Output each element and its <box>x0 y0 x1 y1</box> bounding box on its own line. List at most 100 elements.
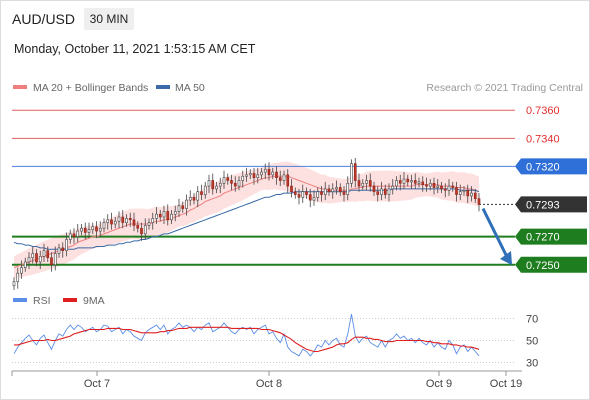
candle <box>443 183 447 198</box>
candle <box>350 159 353 188</box>
candle-body <box>335 187 338 190</box>
candle <box>61 242 65 258</box>
candle <box>477 193 481 212</box>
candle-body <box>200 191 203 195</box>
candle-body <box>357 180 361 187</box>
candle <box>286 169 290 194</box>
candle <box>177 198 181 217</box>
candle-body <box>215 185 218 190</box>
candle-body <box>342 191 346 195</box>
candle-body <box>16 272 20 282</box>
forecast-arrow <box>481 207 512 265</box>
candle <box>113 217 117 229</box>
candle-body <box>177 205 181 212</box>
candle <box>293 187 297 199</box>
candle-body <box>263 168 267 173</box>
candle <box>282 170 286 185</box>
candle-body <box>76 230 80 237</box>
candle-body <box>162 211 166 218</box>
candle <box>158 209 162 222</box>
timeframe-button[interactable]: 30 MIN <box>84 8 134 30</box>
candle <box>248 169 252 180</box>
candle <box>260 167 263 180</box>
candle-body <box>170 213 173 221</box>
bollinger-bands <box>14 161 479 279</box>
candle <box>147 218 151 230</box>
candle-body <box>128 218 132 221</box>
candle-body <box>27 257 31 263</box>
candle <box>151 212 155 230</box>
candle <box>466 184 470 203</box>
forecast-arrow-shaft <box>481 207 509 258</box>
level-label-0.7270: 0.7270 <box>526 232 560 244</box>
candle-body <box>155 213 158 219</box>
candle-body <box>380 188 383 195</box>
candle <box>181 201 185 213</box>
candle <box>53 246 57 271</box>
candle <box>170 209 173 225</box>
candle-body <box>346 182 350 195</box>
level-label-0.7360: 0.7360 <box>526 105 560 117</box>
candle-body <box>158 213 162 218</box>
ma50-line <box>13 188 480 250</box>
level-tag-0.7250 <box>515 256 587 273</box>
candle-body <box>327 188 331 193</box>
candle-body <box>350 163 353 184</box>
candle <box>455 181 458 202</box>
ma9-legend-label: 9MA <box>83 295 105 307</box>
candle <box>125 214 128 227</box>
candle-body <box>320 191 323 195</box>
candle <box>263 163 267 180</box>
candle <box>413 173 417 189</box>
candle-body <box>23 261 27 268</box>
candle-body <box>271 171 275 176</box>
candle <box>365 174 368 191</box>
candle <box>185 194 188 216</box>
candle <box>335 180 338 195</box>
candle-body <box>61 247 65 252</box>
candle-body <box>230 180 233 184</box>
candle-body <box>42 250 46 257</box>
candle-body <box>211 180 215 190</box>
candle <box>383 184 387 199</box>
candle-body <box>245 174 248 177</box>
rsi-line <box>13 314 480 357</box>
candle <box>357 173 361 192</box>
candle-body <box>203 185 207 195</box>
candle-body <box>477 198 481 205</box>
candle <box>57 243 61 258</box>
candle <box>106 214 110 230</box>
candle-body <box>53 253 57 266</box>
candle-body <box>398 180 402 184</box>
candle <box>80 224 83 236</box>
candle <box>128 212 132 227</box>
candle <box>353 158 357 188</box>
candle <box>436 179 440 194</box>
candle <box>245 167 248 182</box>
candle <box>297 188 301 205</box>
candle-body <box>226 177 230 181</box>
candle-body <box>252 173 256 178</box>
candle <box>406 174 410 187</box>
candle <box>162 205 166 225</box>
candle-body <box>365 180 368 184</box>
candle <box>196 186 200 208</box>
candle <box>380 181 383 201</box>
chart-header: AUD/USD 30 MIN <box>1 1 589 37</box>
candle-body <box>188 197 192 201</box>
candle-body <box>46 250 50 259</box>
candle-body <box>132 219 136 226</box>
level-tag-0.7270 <box>515 228 587 245</box>
candle-body <box>470 192 473 197</box>
candle <box>98 221 102 237</box>
candle-body <box>368 180 372 187</box>
candle <box>323 181 327 201</box>
candle <box>440 181 443 194</box>
candle-body <box>35 253 38 263</box>
candle <box>226 173 230 185</box>
candle-body <box>301 191 305 198</box>
candle-body <box>410 180 413 183</box>
candle-body <box>466 190 470 197</box>
candle-body <box>451 185 455 188</box>
